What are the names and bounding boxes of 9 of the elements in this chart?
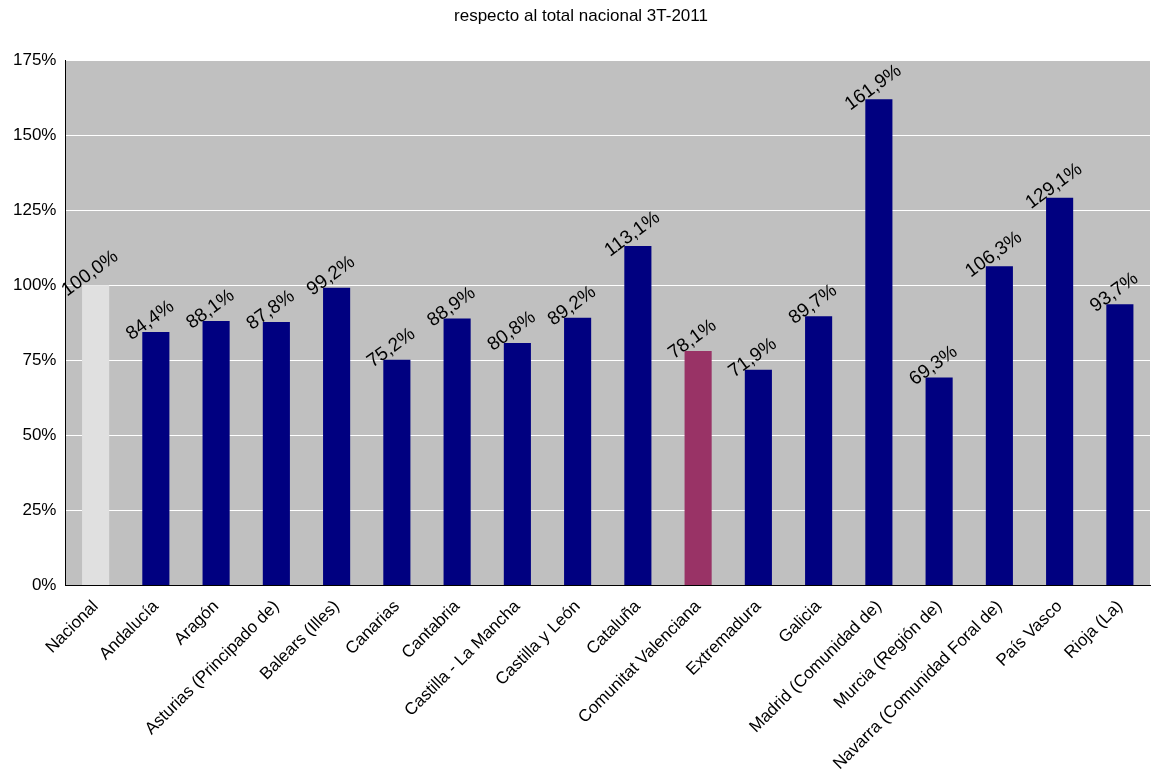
- y-tick-label: 0%: [31, 575, 57, 595]
- chart-title: respecto al total nacional 3T-2011: [453, 6, 709, 26]
- y-tick-label: 75%: [22, 350, 57, 370]
- y-tick-label: 50%: [22, 425, 57, 445]
- y-tick-label: 150%: [13, 124, 57, 144]
- y-tick-label: 100%: [13, 274, 57, 294]
- y-tick-label: 175%: [13, 49, 57, 69]
- y-tick-label: 125%: [13, 199, 57, 219]
- y-tick-label: 25%: [22, 500, 57, 520]
